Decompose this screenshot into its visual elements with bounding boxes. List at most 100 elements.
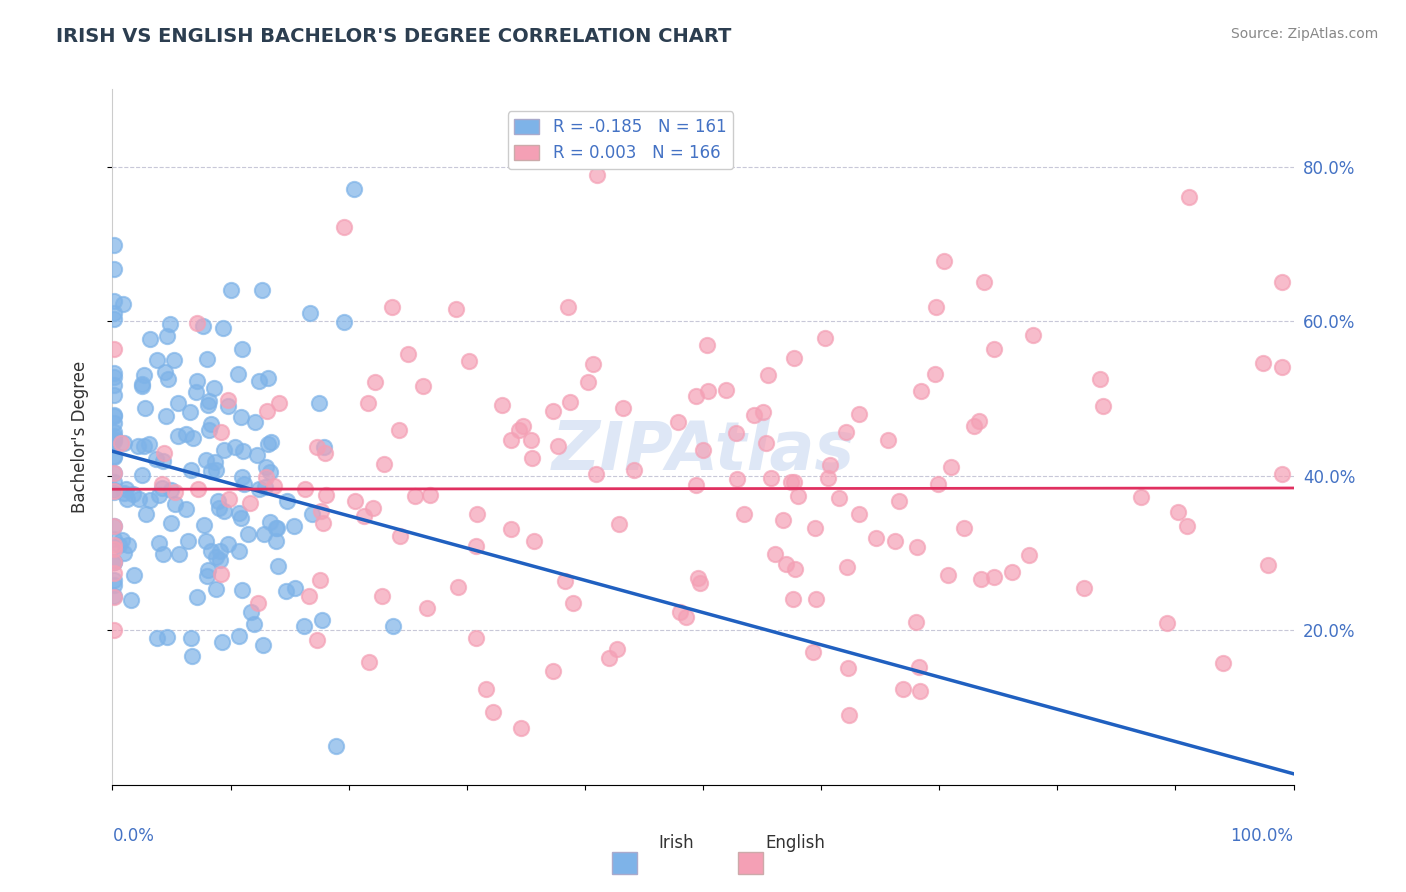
- Point: [163, 352, 186, 367]
- Point: [1092, 399, 1115, 413]
- Point: [512, 419, 534, 434]
- Point: [925, 300, 948, 314]
- Point: [560, 394, 582, 409]
- Point: [134, 439, 156, 453]
- Point: [333, 220, 356, 235]
- Point: [247, 375, 270, 389]
- Point: [675, 610, 697, 624]
- Point: [103, 450, 125, 464]
- Point: [103, 578, 125, 592]
- Point: [936, 567, 959, 582]
- Point: [576, 376, 599, 390]
- Point: [150, 477, 173, 491]
- Point: [927, 477, 949, 491]
- Point: [103, 589, 125, 603]
- Point: [267, 558, 290, 573]
- Point: [195, 533, 218, 548]
- Point: [103, 367, 125, 381]
- Point: [782, 592, 804, 607]
- Point: [586, 168, 609, 182]
- Point: [103, 262, 125, 277]
- Point: [103, 467, 125, 481]
- Point: [229, 409, 252, 424]
- Point: [184, 384, 207, 399]
- Point: [212, 442, 235, 457]
- Point: [103, 573, 125, 587]
- Point: [973, 275, 995, 289]
- Point: [112, 297, 135, 311]
- Point: [205, 549, 228, 564]
- Point: [181, 431, 204, 445]
- Point: [103, 378, 125, 392]
- Point: [696, 338, 718, 352]
- Point: [228, 507, 250, 521]
- Point: [207, 494, 229, 508]
- Point: [208, 543, 231, 558]
- Point: [761, 471, 783, 485]
- Point: [103, 483, 125, 498]
- Point: [153, 366, 176, 380]
- Point: [685, 477, 707, 491]
- Point: [889, 493, 911, 508]
- Point: [314, 446, 336, 460]
- Point: [309, 504, 332, 518]
- Point: [311, 614, 333, 628]
- Point: [115, 491, 138, 506]
- Point: [1088, 372, 1111, 386]
- Point: [156, 372, 179, 386]
- Point: [243, 415, 266, 429]
- Point: [696, 384, 718, 398]
- Point: [103, 590, 125, 604]
- Point: [103, 311, 125, 326]
- Point: [623, 463, 645, 477]
- Point: [924, 368, 946, 382]
- Point: [1156, 615, 1178, 630]
- Point: [103, 306, 125, 320]
- Point: [131, 468, 153, 483]
- Point: [148, 488, 170, 502]
- Point: [835, 560, 858, 574]
- Point: [131, 379, 153, 393]
- Point: [404, 489, 426, 503]
- Point: [254, 469, 277, 483]
- Point: [312, 441, 335, 455]
- Point: [356, 396, 378, 410]
- Point: [541, 403, 564, 417]
- Point: [103, 342, 125, 356]
- Point: [332, 315, 354, 329]
- Point: [963, 418, 986, 433]
- Point: [103, 409, 125, 424]
- Point: [305, 440, 328, 454]
- Point: [243, 617, 266, 632]
- Point: [103, 532, 125, 546]
- Point: [412, 379, 434, 393]
- Point: [309, 573, 332, 587]
- Point: [231, 511, 253, 525]
- Point: [772, 512, 794, 526]
- Point: [112, 485, 135, 500]
- Point: [153, 446, 176, 460]
- Text: Irish: Irish: [658, 834, 693, 852]
- Point: [388, 423, 411, 437]
- Point: [779, 475, 801, 489]
- Point: [801, 645, 824, 659]
- Text: 0.0%: 0.0%: [112, 827, 155, 845]
- Point: [905, 540, 928, 554]
- Point: [308, 396, 330, 410]
- Point: [156, 329, 179, 343]
- Point: [132, 368, 155, 382]
- Point: [557, 301, 579, 315]
- Point: [612, 401, 634, 415]
- Point: [1257, 558, 1279, 572]
- Point: [159, 483, 181, 498]
- Point: [1022, 328, 1045, 343]
- Point: [211, 635, 233, 649]
- Point: [186, 590, 208, 604]
- Point: [520, 433, 543, 447]
- Point: [1271, 276, 1294, 290]
- Point: [122, 568, 145, 582]
- Point: [128, 491, 150, 506]
- Point: [523, 534, 546, 549]
- Point: [474, 682, 496, 697]
- Point: [752, 404, 775, 418]
